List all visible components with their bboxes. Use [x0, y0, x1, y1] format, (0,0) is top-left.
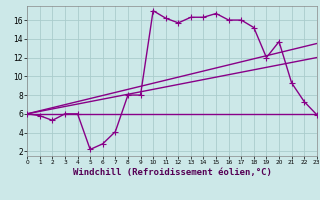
- X-axis label: Windchill (Refroidissement éolien,°C): Windchill (Refroidissement éolien,°C): [73, 168, 271, 177]
